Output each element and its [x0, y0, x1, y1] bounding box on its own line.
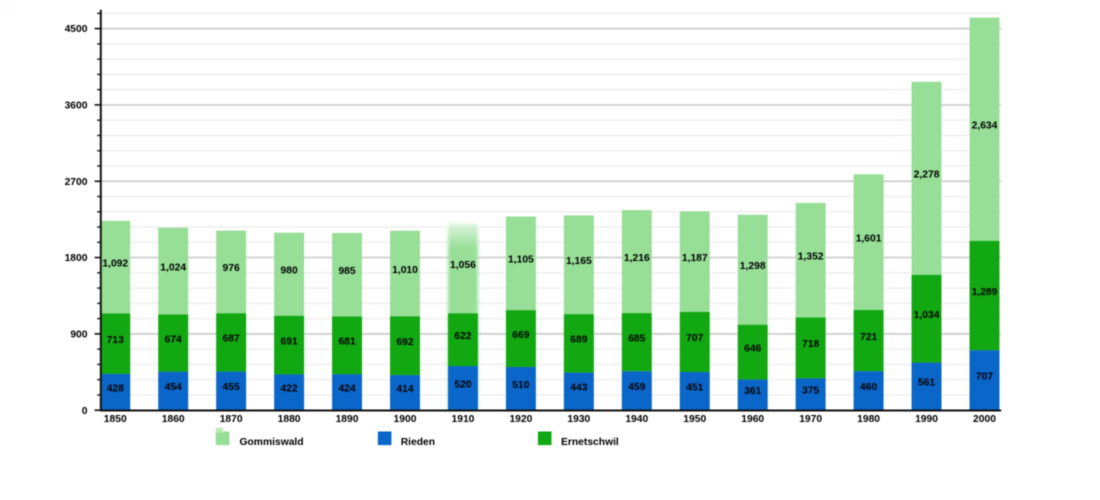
svg-text:721: 721	[860, 332, 877, 343]
svg-text:424: 424	[338, 383, 355, 394]
svg-text:2,634: 2,634	[972, 120, 998, 131]
svg-text:976: 976	[223, 263, 240, 274]
svg-text:1,105: 1,105	[508, 255, 534, 266]
svg-text:2000: 2000	[973, 414, 996, 425]
svg-text:0: 0	[82, 406, 88, 417]
svg-text:422: 422	[281, 384, 298, 395]
svg-text:691: 691	[281, 336, 298, 347]
svg-text:1890: 1890	[336, 414, 359, 425]
svg-text:646: 646	[744, 343, 761, 354]
svg-text:375: 375	[802, 386, 819, 397]
svg-text:561: 561	[918, 378, 935, 389]
svg-text:1980: 1980	[857, 414, 880, 425]
svg-text:455: 455	[223, 382, 240, 393]
svg-text:1850: 1850	[104, 414, 127, 425]
svg-text:674: 674	[165, 334, 182, 345]
svg-text:414: 414	[396, 384, 413, 395]
svg-text:1,298: 1,298	[740, 261, 766, 272]
svg-text:707: 707	[976, 371, 993, 382]
svg-text:1,165: 1,165	[566, 256, 592, 267]
svg-text:510: 510	[512, 380, 529, 391]
svg-text:3600: 3600	[65, 101, 88, 112]
svg-text:1,024: 1,024	[160, 262, 186, 273]
svg-text:1,187: 1,187	[682, 253, 708, 264]
svg-text:Rieden: Rieden	[401, 437, 435, 448]
svg-text:454: 454	[165, 382, 182, 393]
svg-text:687: 687	[223, 334, 240, 345]
svg-text:2,278: 2,278	[914, 170, 940, 181]
svg-text:669: 669	[512, 330, 529, 341]
svg-text:1910: 1910	[451, 414, 474, 425]
svg-text:460: 460	[860, 382, 877, 393]
svg-text:689: 689	[570, 335, 587, 346]
svg-text:1,034: 1,034	[914, 310, 940, 321]
svg-text:980: 980	[281, 265, 298, 276]
svg-text:1,352: 1,352	[798, 251, 824, 262]
svg-text:520: 520	[454, 379, 471, 390]
svg-text:1,092: 1,092	[102, 258, 128, 269]
svg-text:692: 692	[396, 337, 413, 348]
svg-text:2700: 2700	[65, 177, 88, 188]
svg-text:1870: 1870	[220, 414, 243, 425]
svg-text:707: 707	[686, 333, 703, 344]
svg-text:685: 685	[628, 333, 645, 344]
svg-text:443: 443	[570, 383, 587, 394]
svg-text:Ernetschwil: Ernetschwil	[561, 437, 619, 448]
svg-text:1900: 1900	[394, 414, 417, 425]
svg-text:1,601: 1,601	[856, 233, 882, 244]
svg-text:1960: 1960	[741, 414, 764, 425]
svg-text:1,289: 1,289	[972, 287, 998, 298]
svg-text:1880: 1880	[278, 414, 301, 425]
svg-text:1,056: 1,056	[450, 260, 476, 271]
svg-text:1800: 1800	[65, 253, 88, 264]
svg-text:718: 718	[802, 339, 819, 350]
svg-text:985: 985	[338, 266, 355, 277]
svg-text:4500: 4500	[65, 24, 88, 35]
svg-text:459: 459	[628, 382, 645, 393]
svg-text:1990: 1990	[915, 414, 938, 425]
svg-text:713: 713	[107, 335, 124, 346]
svg-text:1,010: 1,010	[392, 265, 418, 276]
svg-text:361: 361	[744, 386, 761, 397]
svg-text:Gommiswald: Gommiswald	[240, 437, 304, 448]
svg-text:1860: 1860	[162, 414, 185, 425]
svg-text:681: 681	[338, 337, 355, 348]
svg-text:1940: 1940	[625, 414, 648, 425]
svg-text:1950: 1950	[683, 414, 706, 425]
svg-text:1970: 1970	[799, 414, 822, 425]
svg-text:622: 622	[454, 331, 471, 342]
svg-text:1920: 1920	[509, 414, 532, 425]
svg-text:1930: 1930	[567, 414, 590, 425]
svg-text:451: 451	[686, 382, 703, 393]
svg-text:428: 428	[107, 383, 124, 394]
svg-text:1,216: 1,216	[624, 253, 650, 264]
svg-text:900: 900	[70, 329, 87, 340]
